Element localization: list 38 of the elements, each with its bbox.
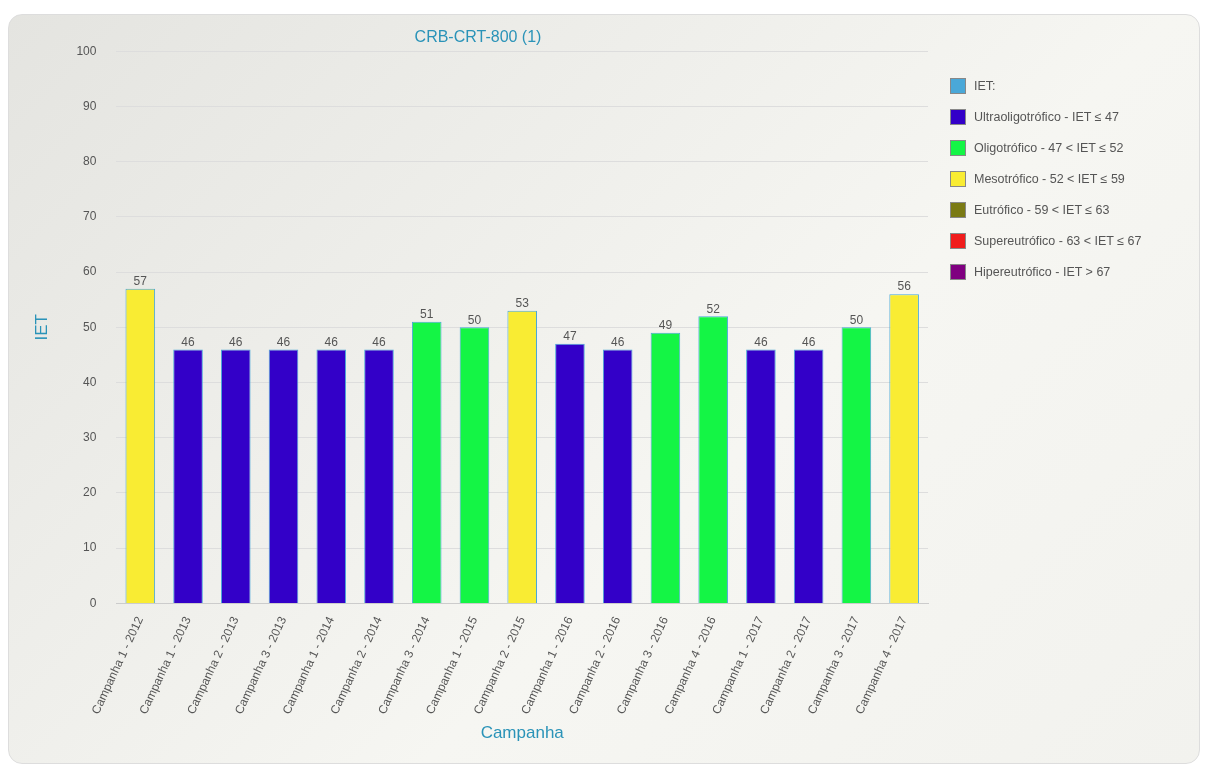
text: IET:	[974, 78, 996, 93]
y-tick-label: 70	[83, 209, 97, 224]
legend-label: Eutrófico - 59 < IET ≤ 63	[974, 202, 1110, 217]
x-axis-title: Campanha	[480, 723, 565, 743]
data-label: 57	[133, 273, 148, 288]
chart-title: CRB-CRT-800 (1)	[414, 28, 542, 46]
y-tick-label: 80	[83, 153, 97, 168]
y-tick-label: 0	[89, 595, 97, 610]
data-label: 52	[706, 301, 721, 316]
y-axis-title: IET	[31, 314, 51, 341]
data-label: 46	[372, 334, 386, 349]
data-label: 56	[897, 279, 912, 294]
data-label: 53	[515, 296, 530, 311]
data-label: 46	[276, 334, 291, 349]
y-tick-label: 90	[83, 98, 97, 113]
legend-label: Mesotrófico - 52 < IET ≤ 59	[974, 171, 1125, 186]
data-label: 50	[467, 312, 482, 327]
legend-label: Ultraoligotrófico - IET ≤ 47	[974, 109, 1119, 124]
y-tick-label: 10	[83, 540, 97, 555]
data-label: 47	[563, 329, 577, 344]
data-label: 50	[849, 312, 864, 327]
y-tick-label: 60	[83, 264, 97, 279]
legend-label: Oligotrófico - 47 < IET ≤ 52	[974, 140, 1124, 155]
legend-label: Supereutrófico - 63 < IET ≤ 67	[974, 233, 1142, 248]
y-tick-label: 20	[83, 485, 97, 500]
y-tick-label: 100	[76, 43, 97, 58]
data-label: 51	[420, 307, 434, 322]
data-label: 46	[229, 334, 243, 349]
data-label: 49	[658, 318, 673, 333]
y-tick-label: 50	[83, 319, 97, 334]
data-label: 46	[324, 334, 339, 349]
data-label: 46	[611, 334, 625, 349]
y-tick-label: 30	[83, 430, 97, 445]
legend-label: Hipereutrófico - IET > 67	[974, 264, 1111, 279]
data-label: 46	[181, 334, 196, 349]
y-tick-label: 40	[83, 374, 97, 389]
data-label: 46	[801, 334, 816, 349]
data-label: 46	[754, 334, 768, 349]
